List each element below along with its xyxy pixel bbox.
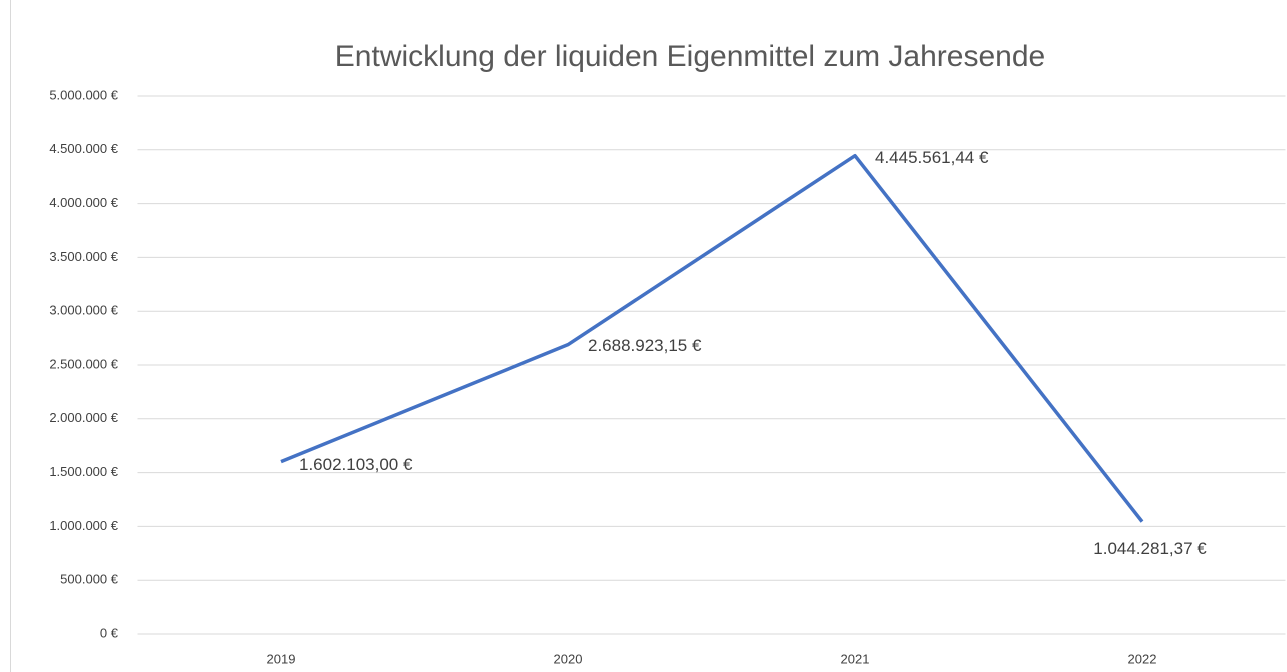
x-tick-label: 2022 [1128, 651, 1157, 666]
y-tick-label: 3.500.000 € [49, 249, 118, 264]
chart-title: Entwicklung der liquiden Eigenmittel zum… [335, 40, 1045, 73]
y-tick-label: 2.000.000 € [49, 410, 118, 425]
x-tick-label: 2021 [841, 651, 870, 666]
data-label: 4.445.561,44 € [875, 148, 989, 167]
x-tick-label: 2019 [267, 651, 296, 666]
data-label: 1.044.281,37 € [1093, 539, 1207, 558]
y-tick-label: 2.500.000 € [49, 356, 118, 371]
y-tick-label: 5.000.000 € [49, 87, 118, 102]
y-tick-label: 1.000.000 € [49, 518, 118, 533]
y-tick-label: 3.000.000 € [49, 303, 118, 318]
y-tick-label: 4.000.000 € [49, 195, 118, 210]
data-label: 2.688.923,15 € [588, 336, 702, 355]
line [280, 153, 1144, 523]
y-tick-label: 0 € [100, 625, 119, 640]
y-tick-label: 4.500.000 € [49, 141, 118, 156]
y-tick-label: 1.500.000 € [49, 464, 118, 479]
x-tick-label: 2020 [554, 651, 583, 666]
y-tick-label: 500.000 € [60, 572, 119, 587]
data-label: 1.602.103,00 € [299, 455, 413, 474]
